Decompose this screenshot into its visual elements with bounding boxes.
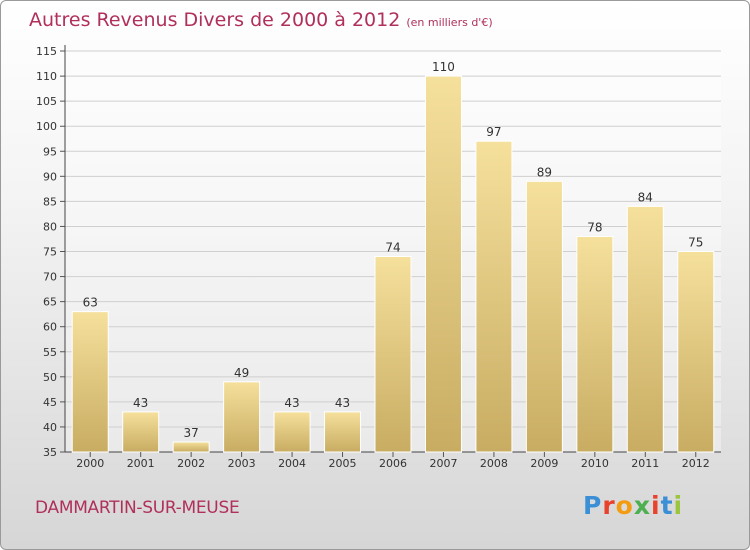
- bar: [324, 411, 362, 453]
- data-label: 43: [335, 396, 350, 410]
- data-label: 89: [537, 165, 552, 179]
- data-label: 110: [432, 60, 455, 74]
- x-tick-label: 2011: [631, 457, 659, 470]
- logo-letter: P: [583, 491, 603, 520]
- bar: [122, 411, 160, 453]
- bar: [172, 441, 210, 453]
- x-tick-label: 2007: [429, 457, 457, 470]
- data-label: 43: [284, 396, 299, 410]
- y-tick-label: 55: [43, 346, 57, 359]
- y-tick-label: 35: [43, 446, 57, 459]
- y-tick-label: 50: [43, 371, 57, 384]
- y-tick-label: 90: [43, 170, 57, 183]
- bar: [273, 411, 311, 453]
- data-label: 63: [83, 296, 98, 310]
- x-tick-label: 2001: [127, 457, 155, 470]
- data-label: 97: [486, 125, 501, 139]
- bar: [576, 235, 614, 453]
- bar: [677, 251, 715, 453]
- y-tick-label: 45: [43, 396, 57, 409]
- logo-letter: i: [651, 491, 661, 520]
- x-tick-label: 2012: [682, 457, 710, 470]
- y-tick-label: 115: [36, 45, 57, 58]
- data-label: 37: [184, 426, 199, 440]
- x-tick-label: 2009: [530, 457, 558, 470]
- chart-title-text: Autres Revenus Divers de 2000 à 2012: [29, 9, 401, 31]
- bar: [223, 381, 261, 453]
- logo-letter: t: [660, 491, 674, 520]
- x-tick-label: 2000: [76, 457, 104, 470]
- x-tick-label: 2002: [177, 457, 205, 470]
- data-label: 78: [587, 220, 602, 234]
- y-tick-label: 65: [43, 296, 57, 309]
- bar: [626, 205, 664, 453]
- y-tick-label: 40: [43, 421, 57, 434]
- y-tick-label: 60: [43, 321, 57, 334]
- bar: [475, 140, 513, 453]
- chart-unit: (en milliers d'€): [406, 16, 493, 29]
- logo-letter: o: [615, 491, 634, 520]
- y-tick-label: 105: [36, 95, 57, 108]
- logo-letter: r: [602, 491, 616, 520]
- proxiti-logo: Proxiti: [583, 491, 683, 520]
- bar: [374, 256, 412, 453]
- y-tick-label: 70: [43, 271, 57, 284]
- data-label: 74: [385, 241, 400, 255]
- x-tick-label: 2010: [581, 457, 609, 470]
- bar: [525, 180, 563, 453]
- logo-letter: i: [673, 491, 684, 520]
- y-tick-label: 110: [36, 70, 57, 83]
- x-tick-label: 2003: [228, 457, 256, 470]
- y-tick-label: 100: [36, 120, 57, 133]
- commune-name: DAMMARTIN-SUR-MEUSE: [35, 498, 240, 518]
- y-tick-label: 80: [43, 220, 57, 233]
- x-tick-label: 2004: [278, 457, 306, 470]
- data-label: 75: [688, 236, 703, 250]
- y-tick-label: 75: [43, 246, 57, 259]
- logo-letter: x: [633, 491, 651, 520]
- x-tick-label: 2005: [329, 457, 357, 470]
- data-label: 84: [638, 190, 653, 204]
- data-label: 43: [133, 396, 148, 410]
- x-tick-label: 2006: [379, 457, 407, 470]
- x-tick-label: 2008: [480, 457, 508, 470]
- y-tick-label: 95: [43, 145, 57, 158]
- y-tick-label: 85: [43, 195, 57, 208]
- bar: [424, 75, 462, 453]
- chart-title: Autres Revenus Divers de 2000 à 2012 (en …: [29, 9, 493, 31]
- bar: [71, 311, 109, 453]
- data-label: 49: [234, 366, 249, 380]
